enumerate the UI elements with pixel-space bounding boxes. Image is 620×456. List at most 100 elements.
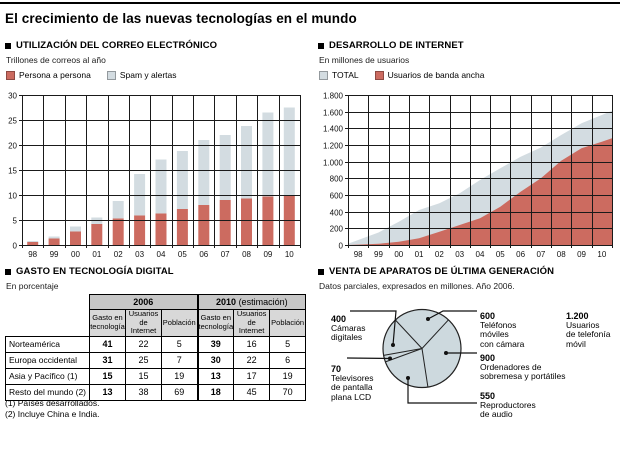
table-row: Resto del mundo (2) 13 38 69 18 45 70	[5, 383, 307, 401]
table-cell: 45	[233, 383, 271, 401]
pie-label-ordenadores: 900 Ordenadores de sobremesa y portátiles	[480, 343, 566, 382]
legend-label: TOTAL	[332, 70, 359, 80]
tick-label: 09	[577, 250, 586, 259]
tick-label: 04	[157, 250, 166, 259]
bar-99-persona	[48, 238, 60, 245]
top-rule	[0, 2, 620, 4]
bar-01-persona	[91, 224, 103, 245]
tick-label: 98	[354, 250, 363, 259]
column-header: Gasto en tecnología	[89, 309, 126, 337]
pie-label-usuarios-movil: 1.200 Usuarios de telefonía móvil	[566, 301, 610, 349]
slice-boundary	[421, 319, 449, 349]
tick-label: 06	[199, 250, 208, 259]
legend-swatch-persona	[6, 70, 15, 80]
table-row: Asia y Pacífico (1) 15 15 19 13 17 19	[5, 367, 307, 385]
column-header: Población	[161, 309, 198, 337]
bar-03-persona	[134, 215, 146, 245]
legend-swatch-total	[319, 70, 328, 80]
table-cell: 22	[233, 351, 271, 369]
tick-label: 0	[13, 241, 18, 250]
pie-label-reproductores: 550 Reproductores de audio	[480, 381, 536, 420]
areas-layer	[348, 110, 612, 245]
tick-label: 00	[394, 250, 403, 259]
legend-swatch-spam	[106, 70, 116, 80]
legend-item: Usuarios de banda ancha	[374, 70, 485, 80]
bar-98-spam	[27, 241, 39, 242]
bar-09-spam	[262, 112, 274, 197]
table-row: Europa occidental 31 25 7 30 22 6	[5, 351, 307, 369]
table-corner	[6, 295, 90, 310]
table-cell: 19	[161, 367, 198, 385]
bar-05-persona	[176, 209, 188, 245]
table-section-title: GASTO EN TECNOLOGÍA DIGITAL	[16, 266, 174, 277]
email-section-title: UTILIZACIÓN DEL CORREO ELECTRÓNICO	[16, 40, 218, 51]
pie-subtitle: Datos parciales, expresados en millones.…	[319, 281, 515, 291]
pie-chart-area: 400 Cámaras digitales 70 Televisores de pa…	[318, 294, 620, 446]
tick-label: 10	[285, 250, 294, 259]
tick-label: 05	[496, 250, 505, 259]
tick-label: 30	[8, 91, 17, 100]
table-cell: 6	[269, 351, 307, 369]
internet-subtitle: En millones de usuarios	[319, 55, 410, 65]
table-cell: 69	[161, 383, 198, 401]
connector-telefonos	[427, 310, 477, 320]
pie-label-text: Televisores de pantalla plana LCD	[331, 372, 374, 402]
connector-televisores	[346, 357, 391, 360]
bar-99-spam	[48, 236, 60, 239]
pie-panel: VENTA DE APARATOS DE ÚLTIMA GENERACIÓN D…	[318, 266, 620, 456]
connector-reproductores-dot	[406, 376, 410, 380]
tick-label: 1.000	[323, 158, 344, 167]
column-header: Usuarios de Internet	[125, 309, 162, 337]
connector-telefonos-dot	[426, 317, 430, 321]
tick-label: 09	[263, 250, 272, 259]
column-header: Población	[269, 309, 307, 337]
connector-televisores-dot	[388, 356, 392, 361]
tick-label: 20	[8, 141, 17, 150]
table-cell: 39	[196, 335, 235, 353]
bar-98-persona	[27, 242, 39, 245]
bar-07-persona	[219, 200, 231, 245]
table-cell: 15	[89, 367, 126, 385]
table-cell: 5	[269, 335, 307, 353]
internet-panel: DESARROLLO DE INTERNET En millones de us…	[318, 40, 620, 262]
table-section-header: GASTO EN TECNOLOGÍA DIGITAL	[5, 266, 313, 277]
spending-table-mount: 2006 2010 (estimación) Gasto en tecnología…	[5, 294, 307, 401]
tick-label: 600	[330, 191, 344, 200]
pie-section-title: VENTA DE APARATOS DE ÚLTIMA GENERACIÓN	[329, 266, 555, 277]
pie-label-text: Usuarios de telefonía móvil	[566, 319, 611, 349]
bars-layer	[27, 107, 295, 245]
tick-label: 800	[330, 174, 344, 183]
pie-label-value: 600	[480, 310, 496, 321]
pie-section-header: VENTA DE APARATOS DE ÚLTIMA GENERACIÓN	[318, 266, 620, 277]
pie-label-text: Cámaras digitales	[331, 322, 366, 342]
table-cell: 41	[89, 335, 126, 353]
pie-label-televisores: 70 Televisores de pantalla plana LCD	[331, 354, 374, 402]
row-label: Norteamérica	[5, 335, 90, 353]
table-cell: 16	[233, 335, 271, 353]
bar-08-spam	[241, 126, 252, 199]
pie-connectors	[346, 310, 477, 404]
bar-05-spam	[176, 151, 188, 209]
tick-label: 07	[536, 250, 545, 259]
bar-06-persona	[198, 205, 210, 245]
tick-label: 10	[597, 250, 606, 259]
tick-label: 25	[8, 116, 17, 125]
bar-04-spam	[155, 159, 167, 214]
tick-label: 1.200	[323, 141, 344, 150]
pie-label-value: 900	[480, 352, 496, 363]
pie-label-text: Ordenadores de sobremesa y portátiles	[480, 361, 566, 381]
column-header: Usuarios de Internet	[233, 309, 271, 337]
tick-label: 02	[114, 250, 123, 259]
pie-label-value: 70	[331, 363, 342, 374]
legend-label: Usuarios de banda ancha	[387, 70, 485, 80]
section-bullet-icon	[318, 268, 324, 275]
tick-label: 05	[178, 250, 187, 259]
page-title: El crecimiento de las nuevas tecnologías…	[5, 11, 357, 26]
internet-legend: TOTAL Usuarios de banda ancha	[319, 70, 620, 80]
email-section-header: UTILIZACIÓN DEL CORREO ELECTRÓNICO	[5, 40, 310, 51]
bar-06-spam	[198, 140, 210, 205]
internet-section-title: DESARROLLO DE INTERNET	[329, 40, 464, 51]
table-cell: 13	[196, 367, 235, 385]
area-banda-ancha	[348, 138, 612, 245]
row-label: Asia y Pacífico (1)	[5, 367, 90, 385]
